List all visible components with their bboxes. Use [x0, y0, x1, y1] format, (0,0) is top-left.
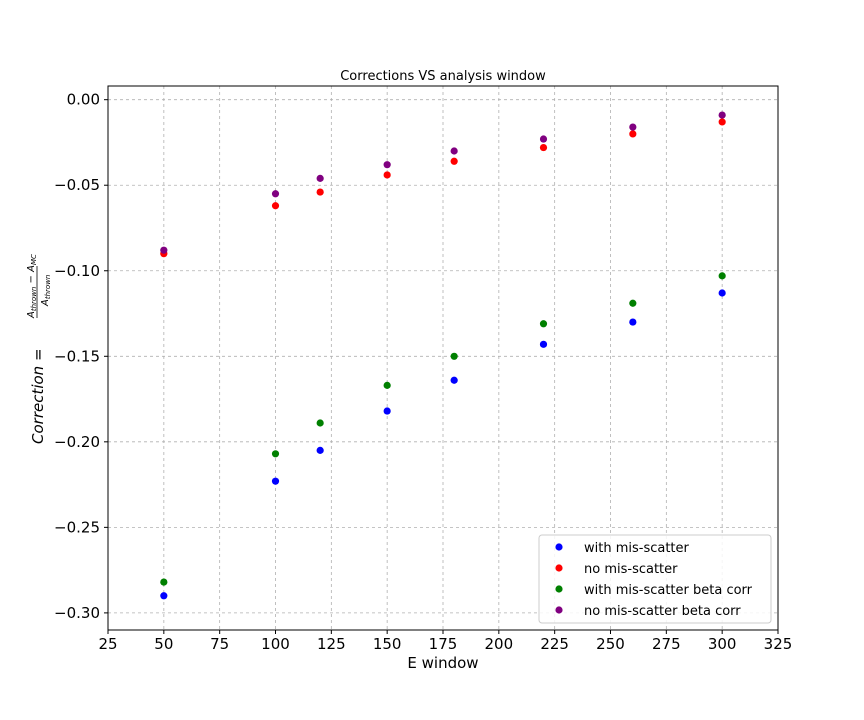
data-point	[271, 450, 280, 458]
y-tick-label: −0.20	[54, 433, 100, 451]
series-3	[160, 111, 726, 254]
data-points	[160, 111, 726, 600]
data-point	[718, 118, 726, 126]
series-2	[160, 272, 726, 586]
y-axis-ticks: 0.00 −0.05 −0.10 −0.15 −0.20 −0.25 −0.30	[54, 91, 108, 622]
data-point	[316, 446, 324, 454]
data-point	[718, 289, 726, 297]
x-tick-label: 225	[540, 635, 569, 653]
data-point	[383, 381, 391, 389]
x-tick-label: 250	[596, 635, 625, 653]
data-point	[160, 246, 168, 254]
data-point	[539, 143, 548, 152]
legend-label: no mis-scatter beta corr	[584, 604, 741, 619]
data-point	[450, 376, 458, 384]
x-tick-label: 100	[261, 635, 290, 653]
data-point	[383, 407, 391, 415]
legend: with mis-scatter no mis-scatter with mis-s…	[538, 534, 772, 624]
data-point	[316, 188, 324, 196]
y-tick-label: 0.00	[67, 91, 100, 109]
legend-marker	[555, 564, 563, 572]
data-point	[160, 578, 168, 586]
data-point	[316, 174, 324, 182]
chart-title: Corrections VS analysis window	[340, 69, 546, 84]
data-point	[316, 419, 324, 427]
data-point	[539, 320, 548, 328]
y-tick-label: −0.15	[54, 347, 100, 365]
x-tick-label: 25	[98, 635, 117, 653]
x-tick-label: 275	[652, 635, 681, 653]
x-tick-label: 150	[373, 635, 402, 653]
data-point	[450, 147, 458, 155]
data-point	[271, 202, 280, 210]
y-tick-label: −0.30	[54, 604, 100, 622]
legend-label: with mis-scatter	[584, 541, 690, 556]
x-tick-label: 200	[485, 635, 514, 653]
y-tick-label: −0.10	[54, 262, 100, 280]
y-axis-label-numerator: Athrown − AMC	[26, 254, 38, 319]
x-tick-label: 50	[154, 635, 173, 653]
legend-label: no mis-scatter	[584, 562, 678, 577]
x-axis-label: E window	[407, 654, 478, 672]
x-tick-label: 175	[429, 635, 458, 653]
y-axis-label-main: Correction =	[29, 348, 47, 444]
data-point	[271, 477, 280, 485]
series-0	[160, 289, 726, 600]
legend-label: with mis-scatter beta corr	[584, 583, 753, 598]
y-tick-label: −0.25	[54, 518, 100, 536]
data-point	[539, 135, 548, 143]
legend-box	[538, 534, 772, 624]
y-axis-label-denominator: Athrown	[40, 275, 52, 307]
x-tick-label: 325	[764, 635, 793, 653]
x-tick-label: 75	[210, 635, 229, 653]
legend-marker	[555, 543, 563, 551]
x-tick-label: 300	[708, 635, 737, 653]
x-axis-ticks: 25 50 75 100 125 150 175 200 225 250 275 300 325	[98, 630, 792, 653]
y-axis-label: Correction = Athrown − AMC Athrown	[26, 254, 52, 444]
legend-marker	[555, 585, 563, 593]
y-tick-label: −0.05	[54, 176, 100, 194]
data-point	[718, 272, 726, 280]
data-point	[629, 318, 637, 326]
data-point	[718, 111, 726, 119]
data-point	[629, 123, 637, 131]
data-point	[383, 171, 391, 179]
data-point	[450, 352, 458, 360]
data-point	[629, 130, 637, 138]
x-tick-label: 125	[317, 635, 346, 653]
data-point	[383, 161, 391, 169]
data-point	[271, 190, 280, 198]
legend-marker	[555, 606, 563, 614]
data-point	[629, 299, 637, 307]
data-point	[160, 592, 168, 600]
data-point	[539, 340, 548, 348]
data-point	[450, 157, 458, 165]
